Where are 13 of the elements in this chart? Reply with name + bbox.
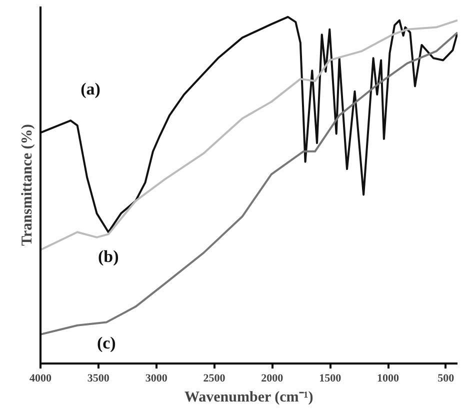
series-label: (b) [98, 247, 119, 266]
x-tick-label: 4000 [30, 372, 52, 384]
y-axis-title: Transmittance (%) [20, 124, 36, 246]
x-tick-label: 2500 [203, 372, 226, 384]
x-tick-label: 2000 [261, 372, 284, 384]
x-tick-label: 500 [438, 372, 455, 384]
x-tick-label: 3500 [87, 372, 110, 384]
series-label: (c) [96, 333, 116, 352]
series-label: (a) [80, 80, 100, 99]
x-tick-label: 1500 [319, 372, 342, 384]
x-axis-title: Wavenumber (cm⁻¹) [184, 390, 314, 406]
x-tick-label: 1000 [377, 372, 400, 384]
x-tick-label: 3000 [145, 372, 168, 384]
